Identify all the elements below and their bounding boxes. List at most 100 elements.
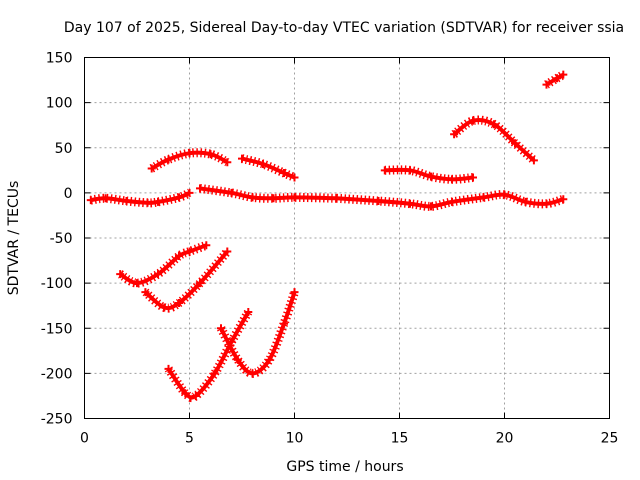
data-point	[290, 288, 299, 297]
data-point	[490, 120, 498, 129]
data-point	[448, 197, 456, 206]
data-point	[406, 199, 414, 208]
x-tick-label: 25	[601, 431, 619, 447]
data-point	[101, 194, 110, 203]
data-point	[469, 116, 477, 125]
data-point	[154, 197, 162, 206]
data-point	[450, 130, 459, 139]
data-point	[290, 173, 299, 182]
series-arc-near-zero-early	[86, 188, 194, 208]
data-point	[244, 308, 253, 317]
y-tick-label: -200	[41, 366, 73, 382]
data-point	[223, 247, 232, 256]
data-point	[469, 173, 477, 182]
x-tick-label: 0	[80, 431, 89, 447]
x-tick-label: 15	[391, 431, 409, 447]
data-point	[160, 303, 169, 312]
series-arc-negative-100	[116, 241, 211, 288]
data-point	[217, 324, 225, 333]
tick-layer: 0 5 10 15 20 25 -250 -200 -150 -100 -50 0 50 100 150	[41, 51, 619, 447]
series-markers	[217, 290, 299, 378]
data-point	[542, 199, 551, 208]
series-arc-positive-mid	[238, 154, 299, 182]
data-point	[238, 154, 246, 163]
series-markers	[117, 241, 208, 288]
y-tick-label: -50	[50, 231, 73, 247]
series-arc-positive-afternoon	[380, 165, 477, 184]
data-point	[175, 193, 183, 202]
series-markers	[142, 248, 231, 313]
data-point	[559, 195, 568, 204]
data-point	[86, 196, 95, 205]
series-line	[336, 192, 564, 209]
series-arc-positive-early	[147, 148, 232, 173]
data-point	[175, 252, 183, 261]
data-point	[164, 155, 173, 164]
data-point	[406, 166, 414, 175]
data-point	[175, 298, 183, 307]
series-arc-negative-200	[164, 308, 253, 403]
series-arc-positive-evening	[450, 115, 538, 165]
chart-title: Day 107 of 2025, Sidereal Day-to-day VTE…	[64, 20, 624, 36]
y-axis-label: SDTVAR / TECUs	[6, 181, 22, 296]
series-markers	[384, 165, 474, 184]
data-point	[191, 391, 200, 400]
data-point	[196, 279, 204, 288]
y-tick-label: 50	[55, 141, 73, 157]
data-point	[259, 159, 267, 168]
data-point	[280, 319, 288, 328]
data-point	[269, 194, 278, 203]
series-arc-negative-150	[217, 288, 299, 378]
data-point	[233, 355, 242, 364]
series-arc-near-zero-mid	[196, 183, 341, 203]
data-point	[380, 166, 389, 175]
x-tick-label: 5	[185, 431, 194, 447]
series-arc-high	[542, 70, 568, 89]
data-point	[529, 156, 538, 165]
data-point	[141, 288, 150, 297]
data-point	[185, 149, 194, 158]
data-point	[223, 158, 232, 167]
data-point	[511, 139, 519, 148]
data-point	[133, 279, 141, 288]
data-point	[248, 369, 257, 378]
data-point	[202, 241, 211, 250]
series-layer	[86, 70, 568, 403]
y-tick-label: -250	[41, 412, 73, 428]
y-tick-label: 0	[64, 186, 73, 202]
x-axis-label: GPS time / hours	[286, 459, 403, 475]
data-point	[227, 188, 236, 197]
data-point	[248, 193, 257, 202]
data-point	[196, 184, 204, 193]
series-arc-near-zero-late	[332, 190, 568, 211]
data-point	[181, 389, 190, 398]
data-point	[332, 194, 341, 203]
y-tick-label: -150	[41, 321, 73, 337]
series-markers	[199, 183, 337, 203]
data-point	[521, 197, 530, 206]
data-point	[116, 270, 125, 279]
x-tick-label: 20	[496, 431, 514, 447]
data-point	[164, 364, 173, 373]
x-tick-label: 10	[286, 431, 304, 447]
data-point	[448, 175, 456, 184]
data-point	[122, 196, 131, 205]
data-point	[500, 190, 509, 199]
y-tick-label: -100	[41, 276, 73, 292]
data-point	[553, 74, 561, 83]
data-point	[143, 198, 152, 207]
series-line	[241, 156, 296, 180]
data-point	[265, 355, 274, 364]
series-arc-negative-130	[141, 247, 232, 313]
data-point	[290, 193, 299, 202]
data-point	[427, 202, 435, 211]
data-point	[280, 169, 288, 178]
data-point	[427, 172, 435, 181]
series-line	[166, 311, 251, 400]
grid-layer	[84, 57, 610, 419]
data-point	[185, 247, 194, 256]
data-point	[154, 270, 162, 279]
data-point	[559, 70, 568, 79]
data-point	[147, 164, 156, 173]
